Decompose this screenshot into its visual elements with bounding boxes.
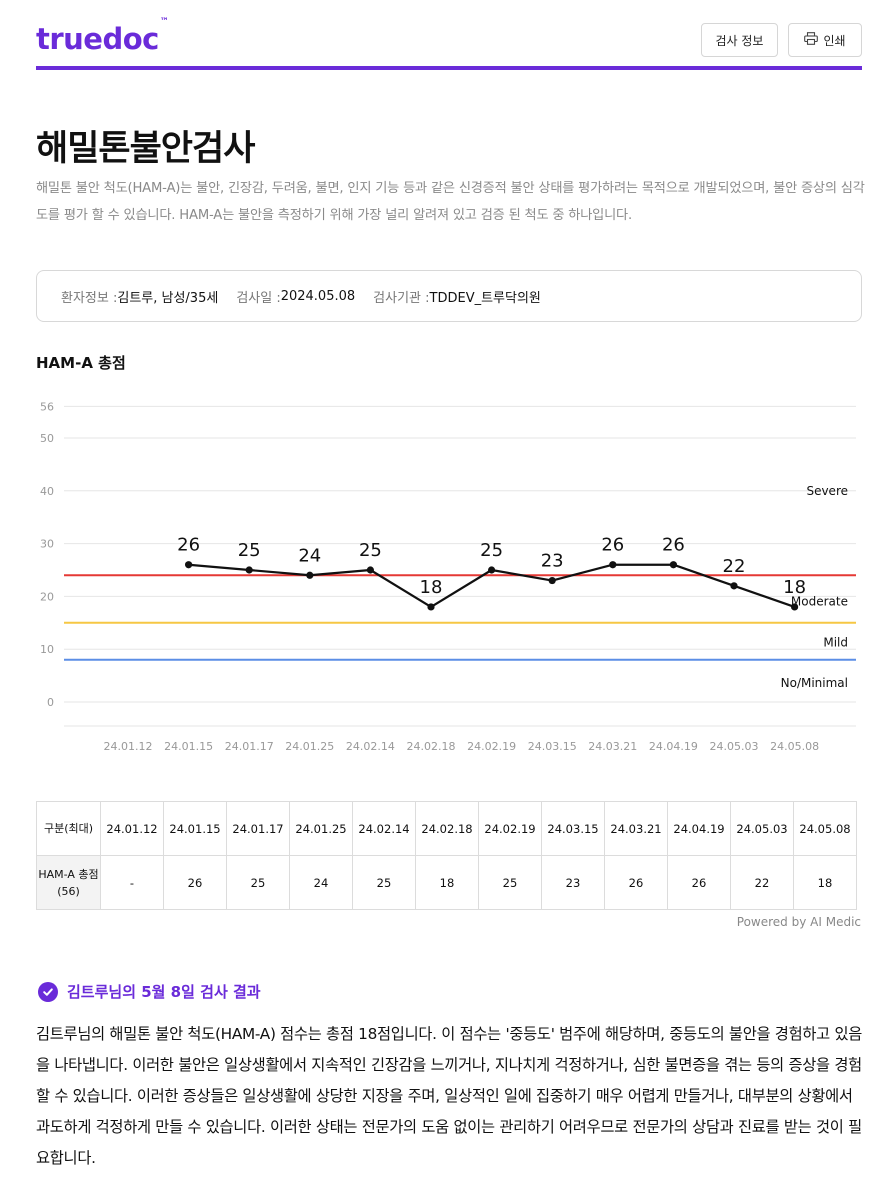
table-cell-score: - <box>100 855 164 910</box>
print-button[interactable]: 인쇄 <box>788 23 862 57</box>
x-tick-label: 24.01.17 <box>225 740 274 753</box>
exam-org-label: 검사기관 : <box>373 290 430 306</box>
data-label: 23 <box>541 551 564 572</box>
x-tick-label: 24.01.25 <box>285 740 334 753</box>
data-point <box>609 561 617 569</box>
table-header-date: 24.03.21 <box>604 801 668 856</box>
result-text: 김트루님의 해밀톤 불안 척도(HAM-A) 점수는 총점 18점입니다. 이 … <box>36 1025 862 1167</box>
page-description: 해밀톤 불안 척도(HAM-A)는 불안, 긴장감, 두려움, 불면, 인지 기… <box>36 181 865 223</box>
table-header-date: 24.05.08 <box>793 801 857 856</box>
print-label: 인쇄 <box>823 33 846 48</box>
table-header-date: 24.01.17 <box>226 801 290 856</box>
exam-info-label: 검사 정보 <box>715 33 764 48</box>
exam-date-value: 2024.05.08 <box>280 288 356 304</box>
y-tick-label: 10 <box>40 643 54 656</box>
x-tick-label: 24.05.03 <box>710 740 759 753</box>
table-cell-score: 25 <box>478 855 542 910</box>
zone-label: Moderate <box>791 595 848 609</box>
exam-info-button[interactable]: 검사 정보 <box>701 23 778 57</box>
table-header-date: 24.01.15 <box>163 801 227 856</box>
logo-text: truedoc <box>36 22 159 56</box>
table-cell-score: 25 <box>226 855 290 910</box>
table-cell-score: 22 <box>730 855 794 910</box>
x-tick-label: 24.02.18 <box>407 740 456 753</box>
data-label: 25 <box>359 540 382 561</box>
x-tick-label: 24.03.15 <box>528 740 577 753</box>
table-header-date: 24.05.03 <box>730 801 794 856</box>
data-point <box>185 561 193 569</box>
data-label: 24 <box>298 545 321 566</box>
data-label: 26 <box>662 535 685 556</box>
powered-by: Powered by AI Medic <box>736 915 861 929</box>
y-tick-label: 56 <box>40 400 54 413</box>
y-tick-label: 0 <box>47 696 54 709</box>
data-point <box>306 571 314 579</box>
score-table: 구분(최대) 24.01.12 24.01.15 24.01.17 24.01.25 2… <box>36 801 857 910</box>
table-header-label: 구분(최대) <box>36 801 101 856</box>
result-heading: 김트루님의 5월 8일 검사 결과 <box>38 981 261 1002</box>
table-cell-score: 23 <box>541 855 605 910</box>
x-tick-label: 24.01.12 <box>104 740 153 753</box>
table-cell-score: 18 <box>793 855 857 910</box>
table-row: HAM-A 총점 (56) -26 25 24 25 18 25 23 26 26 22 18 <box>36 855 857 910</box>
patient-info-value: 김트루, 남성/35세 <box>117 290 219 306</box>
table-header-date: 24.01.12 <box>100 801 164 856</box>
page-title: 해밀톤불안검사 <box>36 129 255 169</box>
table-cell-score: 26 <box>604 855 668 910</box>
table-cell-score: 26 <box>163 855 227 910</box>
zone-label: Mild <box>823 635 848 649</box>
table-header-date: 24.02.14 <box>352 801 416 856</box>
exam-date-label: 검사일 : <box>236 290 281 306</box>
x-tick-label: 24.03.21 <box>588 740 637 753</box>
table-header-date: 24.02.19 <box>478 801 542 856</box>
table-cell-score: 26 <box>667 855 731 910</box>
x-tick-label: 24.05.08 <box>770 740 819 753</box>
data-label: 18 <box>783 577 806 598</box>
patient-info-box: 환자정보 : 김트루, 남성/35세 검사일 : 2024.05.08 검사기관… <box>36 270 862 322</box>
data-label: 26 <box>177 535 200 556</box>
header-divider <box>36 66 862 70</box>
data-point <box>791 603 799 611</box>
y-tick-label: 30 <box>40 538 54 551</box>
data-label: 26 <box>601 535 624 556</box>
ham-a-line-chart: 0 10 20 30 40 50 56 Severe Moderate Mild No/Minima… <box>40 400 856 753</box>
check-circle-icon <box>38 981 58 1002</box>
x-tick-label: 24.02.19 <box>467 740 516 753</box>
exam-org-value: TDDEV_트루닥의원 <box>429 290 541 306</box>
table-header-date: 24.04.19 <box>667 801 731 856</box>
data-point <box>245 566 253 574</box>
table-cell-score: 24 <box>289 855 353 910</box>
data-point <box>548 576 556 585</box>
x-tick-label: 24.01.15 <box>164 740 213 753</box>
data-point <box>366 566 374 574</box>
data-label: 22 <box>723 556 746 577</box>
patient-info-label: 환자정보 : <box>61 290 118 306</box>
result-heading-text: 김트루님의 5월 8일 검사 결과 <box>67 983 261 1001</box>
table-header-row: 구분(최대) 24.01.12 24.01.15 24.01.17 24.01.25 2… <box>36 801 857 856</box>
data-label: 25 <box>480 540 503 561</box>
data-point <box>427 603 435 611</box>
table-header-date: 24.03.15 <box>541 801 605 856</box>
data-point <box>488 566 496 574</box>
table-header-date: 24.02.18 <box>415 801 479 856</box>
y-tick-label: 50 <box>40 432 54 445</box>
data-point <box>669 561 678 569</box>
table-header-date: 24.01.25 <box>289 801 353 856</box>
truedoc-logo[interactable]: truedoc™ <box>36 17 169 56</box>
x-tick-label: 24.02.14 <box>346 740 395 753</box>
data-point <box>730 582 738 590</box>
table-cell-score: 18 <box>415 855 479 910</box>
table-cell-score: 25 <box>352 855 416 910</box>
data-label: 25 <box>238 540 261 561</box>
zone-label: No/Minimal <box>781 676 848 690</box>
printer-icon <box>804 32 819 48</box>
y-tick-label: 20 <box>40 590 54 603</box>
logo-trademark: ™ <box>159 17 169 28</box>
x-tick-label: 24.04.19 <box>649 740 698 753</box>
chart-title: HAM-A 총점 <box>36 354 126 372</box>
y-tick-label: 40 <box>40 485 54 498</box>
table-row-label: HAM-A 총점 (56) <box>36 855 101 910</box>
zone-label: Severe <box>806 484 848 498</box>
data-label: 18 <box>420 577 443 598</box>
